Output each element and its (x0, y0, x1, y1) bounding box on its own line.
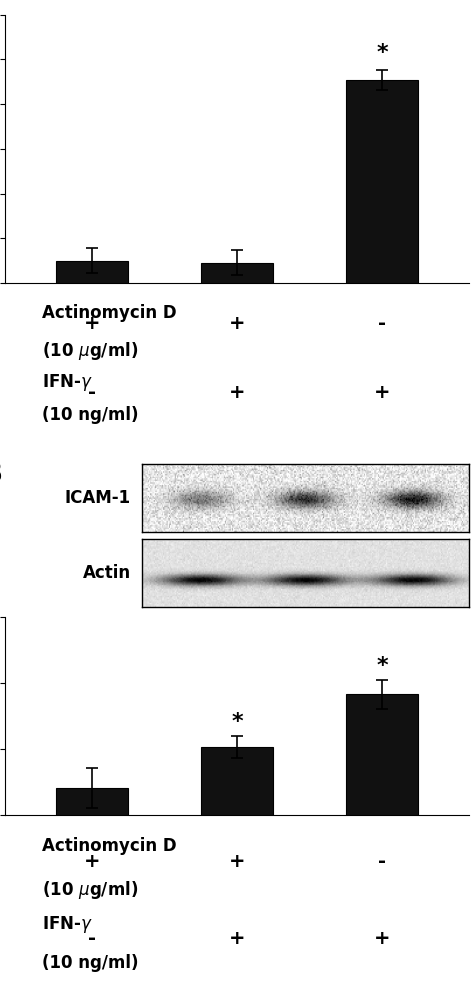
Text: +: + (229, 382, 245, 401)
Text: +: + (229, 929, 245, 947)
Text: +: + (374, 929, 391, 947)
Text: Actin: Actin (82, 564, 131, 582)
Text: (10 $\mu$g/ml): (10 $\mu$g/ml) (42, 878, 138, 901)
Text: +: + (83, 313, 100, 333)
Bar (55, 261, 128, 283)
Text: +: + (374, 382, 391, 401)
Text: (10 $\mu$g/ml): (10 $\mu$g/ml) (42, 340, 138, 363)
Text: *: * (376, 42, 388, 63)
Bar (55, 787, 128, 815)
Text: B: B (0, 460, 3, 488)
Text: -: - (378, 313, 386, 333)
Text: IFN-$\gamma$: IFN-$\gamma$ (42, 371, 93, 393)
Text: (10 ng/ml): (10 ng/ml) (42, 406, 138, 425)
Bar (201, 263, 273, 283)
Text: -: - (88, 929, 96, 947)
Text: +: + (229, 853, 245, 871)
Text: Actinomycin D: Actinomycin D (42, 838, 176, 856)
Text: ICAM-1: ICAM-1 (64, 489, 131, 507)
Text: IFN-$\gamma$: IFN-$\gamma$ (42, 914, 93, 935)
Text: -: - (88, 382, 96, 401)
Bar (201, 747, 273, 815)
Text: *: * (376, 656, 388, 676)
Text: (10 ng/ml): (10 ng/ml) (42, 953, 138, 971)
Text: +: + (83, 853, 100, 871)
Bar (346, 80, 419, 283)
Text: Actinomycin D: Actinomycin D (42, 304, 176, 322)
Text: *: * (231, 711, 243, 732)
Text: +: + (229, 313, 245, 333)
Bar (346, 695, 419, 815)
Text: -: - (378, 853, 386, 871)
